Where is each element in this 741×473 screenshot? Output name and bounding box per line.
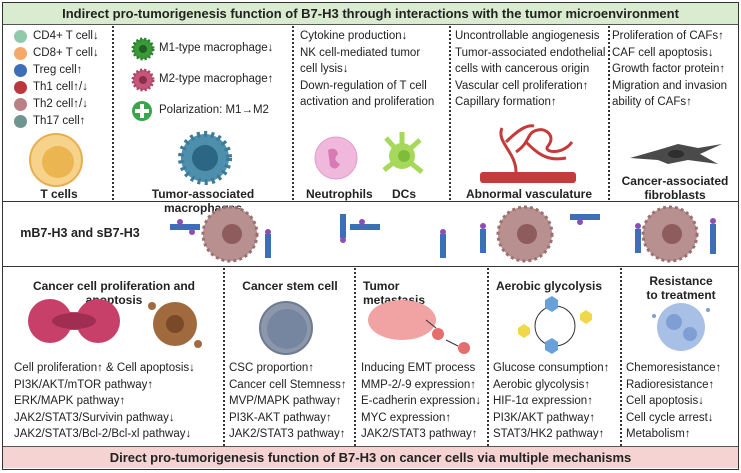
cd8-cell-icon [14,47,27,60]
stem-cell-title: Cancer stem cell [242,279,338,293]
macrophage-list: M1-type macrophage↓ M2-type macrophage↑ … [131,33,273,126]
divider [3,266,738,267]
resistance-title: Resistance to treatment [646,274,716,302]
proliferation-list: Cell proliferation↑ & Cell apoptosis↓ PI3… [14,362,195,440]
stem-cell-list: CSC proportion↑ Cancer cell Stemness↑ MVP/… [229,362,347,440]
vasculature-title: Abnormal vasculature [465,187,593,201]
b7h3-molecule-icon [170,214,716,258]
th17-cell-icon [14,115,27,128]
t-cell-item: Th2 cell↑/↓ [14,96,99,113]
divider [3,201,738,202]
vasculature-icon [480,124,576,183]
cancer-cell-icon [496,205,554,263]
fibroblast-text: Proliferation of CAFs↑ CAF cell apoptosi… [612,30,728,108]
neutrophil-icon [314,136,358,180]
plus-icon [132,100,152,121]
t-cell-item: Th1 cell↑/↓ [14,79,99,96]
cancer-cell-icon [641,205,699,263]
resistant-tumor-icon [652,303,710,351]
divider [608,26,610,200]
t-cells-title: T cells [40,187,78,201]
t-cell-icon [29,133,83,187]
t-cell-item: Treg cell↑ [14,62,99,79]
divider [354,268,356,446]
divider [112,26,114,200]
cancer-cell-icon [201,205,259,263]
fibroblasts-title: Cancer-associated fibroblasts [621,174,729,202]
fibroblast-icon [630,144,722,164]
divider [620,268,622,446]
t-cell-list: CD4+ T cell↓ CD8+ T cell↓ Treg cell↑ Th1… [14,28,99,130]
apoptotic-cell-icon [148,302,202,348]
t-cell-item: CD8+ T cell↓ [14,45,99,62]
glycolysis-title: Aerobic glycolysis [496,279,603,293]
th2-cell-icon [14,98,27,111]
m1-macrophage-icon [131,37,155,60]
dividing-cell-icon [28,299,120,343]
divider [223,268,225,446]
treg-cell-icon [14,64,27,77]
divider [292,26,294,200]
glycolysis-list: Glucose consumption↑ Aerobic glycolysis↑ H… [493,362,610,440]
cd4-cell-icon [14,30,27,43]
divider [449,26,451,200]
metastasis-icon [368,300,470,354]
bottom-banner: Direct pro-tumorigenesis function of B7-… [3,446,738,468]
neutrophils-title: Neutrophils [306,187,373,201]
glycolysis-cycle-icon [518,296,592,354]
middle-label: mB7-H3 and sB7-H3 [20,226,140,240]
cell-division-apoptosis-icons [28,299,202,348]
vasculature-text: Uncontrollable angiogenesis Tumor-associ… [455,30,606,108]
macrophage-icon [178,131,232,185]
t-cell-item: CD4+ T cell↓ [14,28,99,45]
dcs-title: DCs [391,187,416,201]
resistance-list: Chemoresistance↑ Radioresistance↑ Cell apo… [626,362,722,440]
neutrophil-dc-text: Cytokine production↓ NK cell-mediated tu… [300,30,435,108]
dendritic-cell-icon [382,132,424,174]
divider [487,268,489,446]
metastasis-list: Inducing EMT process MMP-2/-9 expression↑… [361,362,482,440]
top-banner: Indirect pro-tumorigenesis function of B… [3,3,738,25]
b7h3-cells-illustration [170,205,716,263]
t-cell-item: Th17 cell↑ [14,113,99,130]
th1-cell-icon [14,81,27,94]
stem-cell-icon [259,301,313,355]
m2-macrophage-icon [131,68,155,91]
